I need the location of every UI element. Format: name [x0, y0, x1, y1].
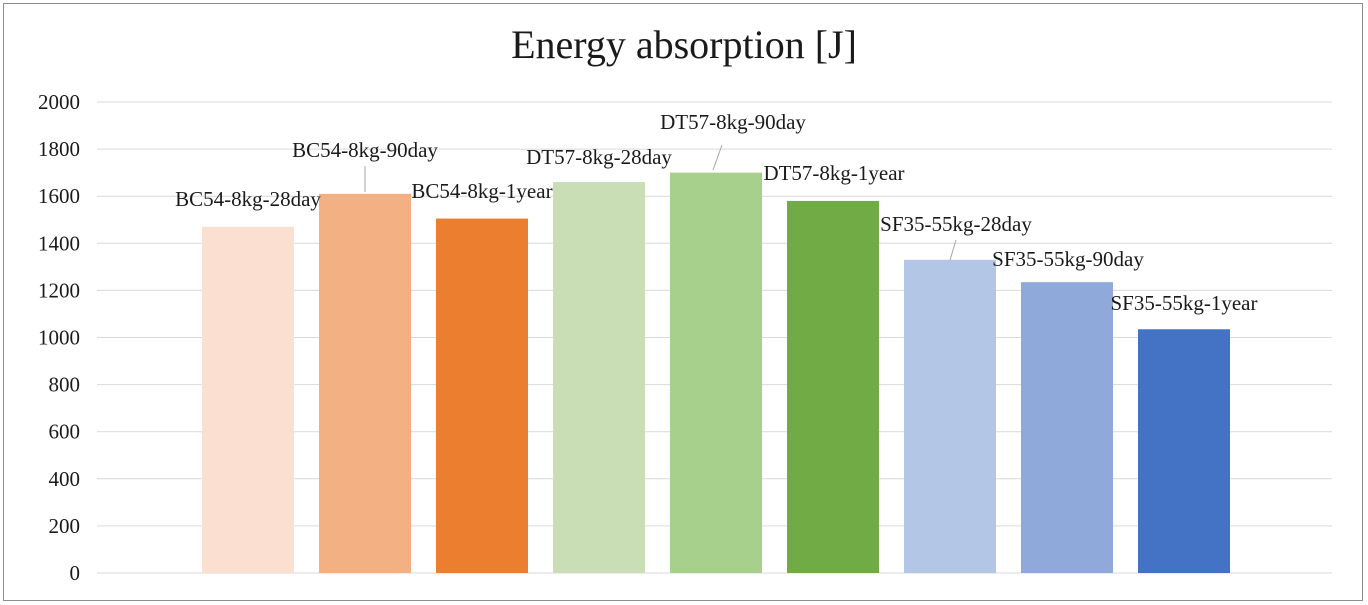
bars	[202, 172, 1230, 573]
y-tick-label: 1200	[38, 278, 80, 302]
data-labels: BC54-8kg-28day BC54-8kg-90day BC54-8kg-1ye…	[175, 110, 1257, 315]
y-tick-label: 1400	[38, 231, 80, 255]
y-tick-label: 600	[49, 420, 81, 444]
y-tick-label: 1600	[38, 184, 80, 208]
bar-bc54-8kg-1year	[436, 218, 528, 573]
bar-bc54-8kg-90day	[319, 193, 411, 573]
data-label: BC54-8kg-28day	[175, 187, 321, 211]
data-label: SF35-55kg-1year	[1111, 291, 1258, 315]
bar-bc54-8kg-28day	[202, 226, 294, 573]
data-label: SF35-55kg-28day	[880, 212, 1032, 236]
y-tick-label: 800	[49, 373, 81, 397]
data-label: BC54-8kg-1year	[411, 179, 552, 203]
y-tick-label: 400	[49, 467, 81, 491]
bar-dt57-8kg-1year	[787, 200, 879, 573]
bar-dt57-8kg-28day	[553, 182, 645, 573]
y-tick-label: 2000	[38, 90, 80, 114]
data-label: DT57-8kg-90day	[660, 110, 806, 134]
y-axis-ticks: 0 200 400 600 800 1000 1200 1400 1600 1800 2000	[38, 90, 80, 585]
y-tick-label: 200	[49, 514, 81, 538]
bar-sf35-55kg-1year	[1138, 329, 1230, 573]
y-tick-label: 1000	[38, 326, 80, 350]
data-label: DT57-8kg-28day	[526, 145, 672, 169]
data-label: DT57-8kg-1year	[763, 161, 904, 185]
bar-sf35-55kg-90day	[1021, 282, 1113, 573]
y-tick-label: 0	[70, 561, 81, 585]
chart-title: Energy absorption [J]	[511, 22, 857, 67]
data-label: SF35-55kg-90day	[992, 247, 1144, 271]
bar-dt57-8kg-90day	[670, 172, 762, 573]
data-label: BC54-8kg-90day	[292, 138, 438, 162]
bar-sf35-55kg-28day	[904, 259, 996, 573]
y-tick-label: 1800	[38, 137, 80, 161]
leader-line	[949, 239, 957, 261]
leader-line	[712, 144, 723, 171]
